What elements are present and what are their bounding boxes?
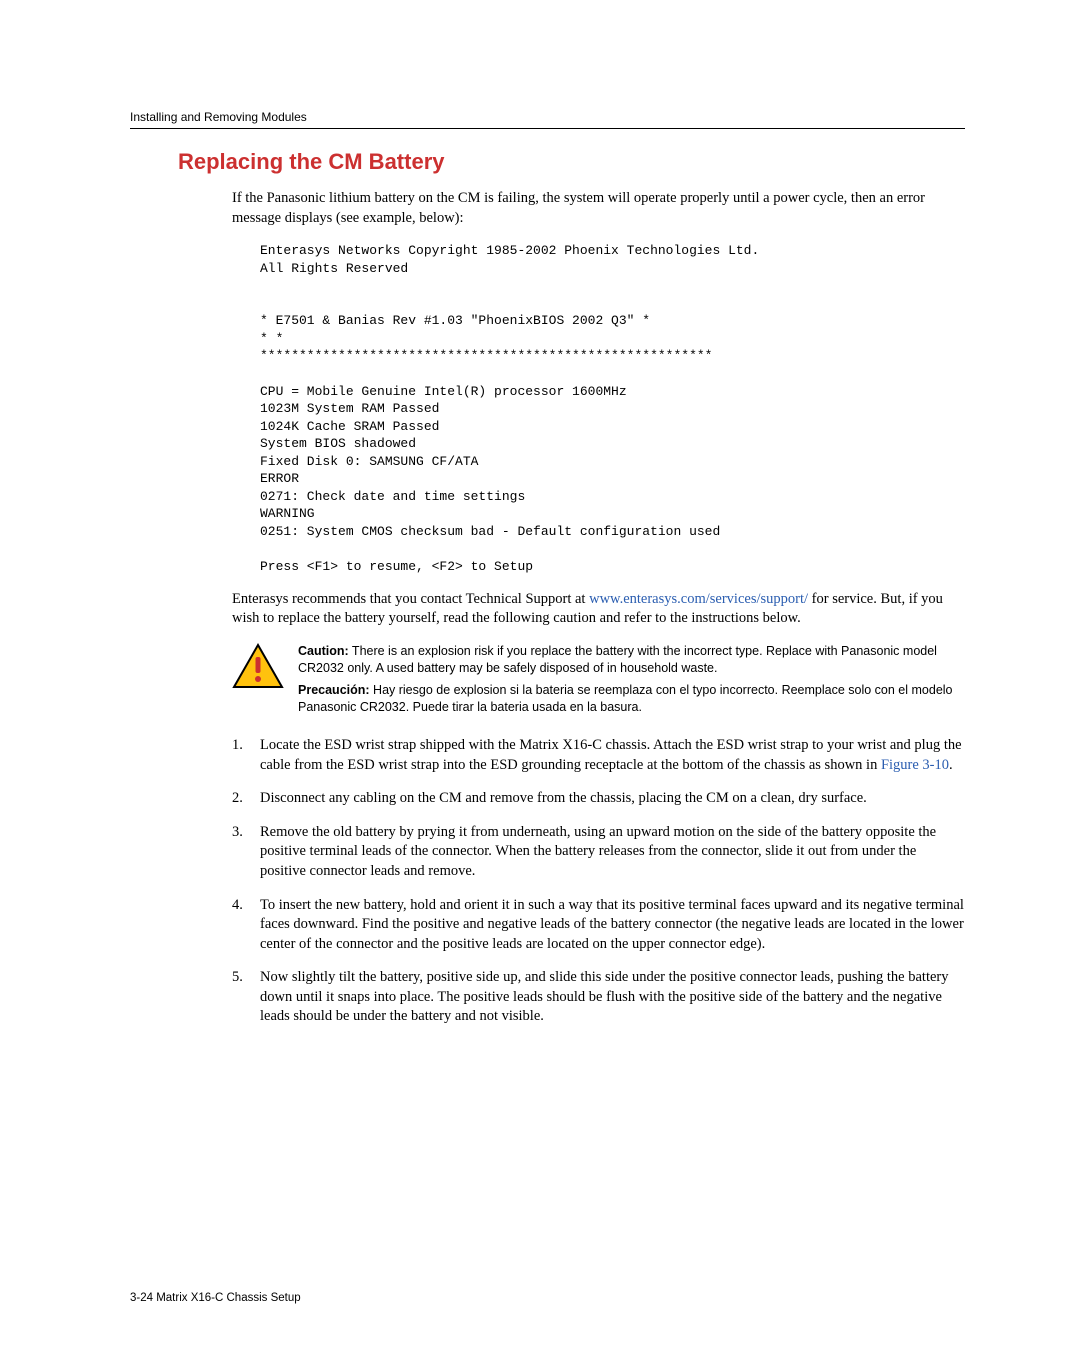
step-4: To insert the new battery, hold and orie…	[232, 896, 965, 955]
caution-block: Caution: There is an explosion risk if y…	[232, 643, 965, 723]
caution-es: Precaución: Hay riesgo de explosion si l…	[298, 682, 965, 716]
step-1-pre: Locate the ESD wrist strap shipped with …	[260, 737, 962, 773]
intro-paragraph: If the Panasonic lithium battery on the …	[232, 189, 965, 228]
caution-text-en: There is an explosion risk if you replac…	[298, 644, 937, 675]
page-footer: 3-24 Matrix X16-C Chassis Setup	[130, 1292, 301, 1304]
caution-label-es: Precaución:	[298, 683, 370, 697]
step-1: Locate the ESD wrist strap shipped with …	[232, 736, 965, 775]
error-message-example: Enterasys Networks Copyright 1985-2002 P…	[260, 242, 965, 575]
procedure-list: Locate the ESD wrist strap shipped with …	[232, 736, 965, 1027]
warning-icon	[232, 643, 284, 696]
section-title: Replacing the CM Battery	[178, 149, 965, 175]
step-1-post: .	[949, 757, 953, 773]
step-5: Now slightly tilt the battery, positive …	[232, 968, 965, 1027]
support-paragraph: Enterasys recommends that you contact Te…	[232, 590, 965, 629]
step-2: Disconnect any cabling on the CM and rem…	[232, 789, 965, 809]
figure-link[interactable]: Figure 3-10	[881, 757, 949, 773]
step-3: Remove the old battery by prying it from…	[232, 823, 965, 882]
caution-label-en: Caution:	[298, 644, 349, 658]
caution-en: Caution: There is an explosion risk if y…	[298, 643, 965, 677]
support-link[interactable]: www.enterasys.com/services/support/	[589, 591, 808, 607]
caution-text-es: Hay riesgo de explosion si la bateria se…	[298, 683, 953, 714]
support-text-pre: Enterasys recommends that you contact Te…	[232, 591, 589, 607]
running-header: Installing and Removing Modules	[130, 110, 965, 129]
